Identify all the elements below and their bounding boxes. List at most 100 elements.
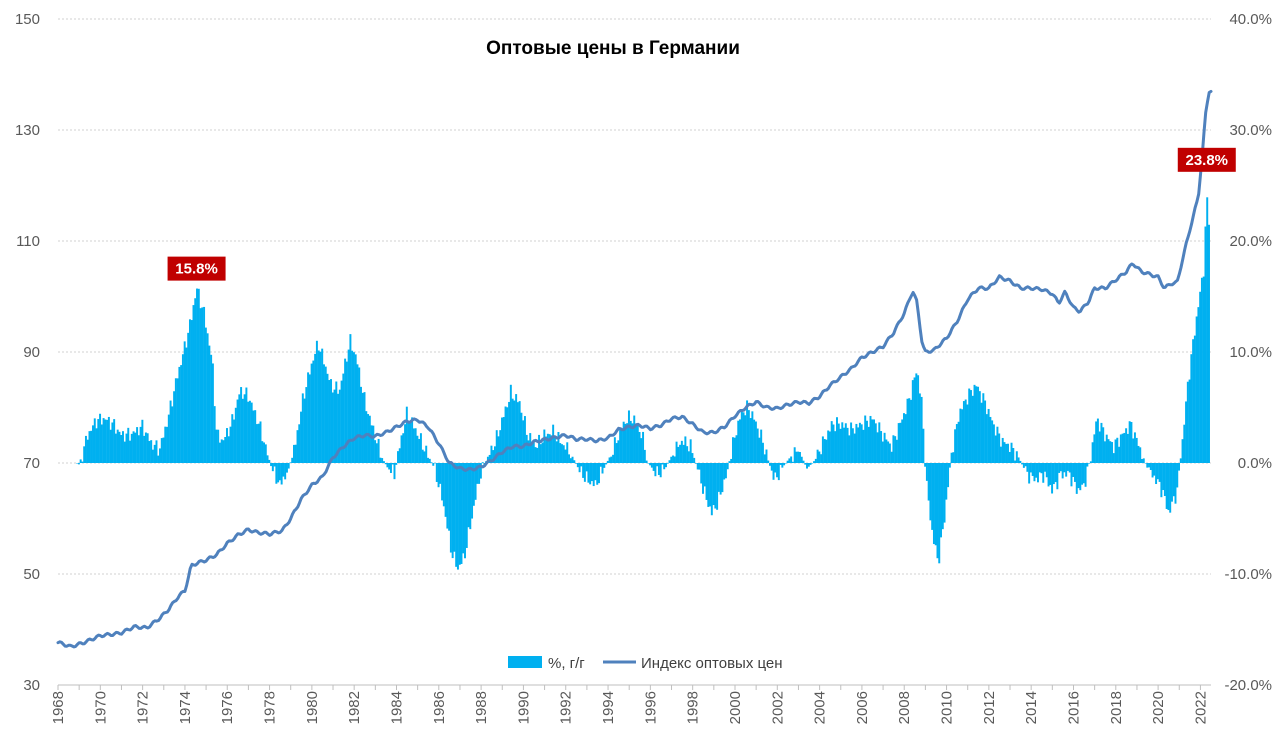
yoy-bar xyxy=(783,463,786,466)
yoy-bar xyxy=(566,442,569,463)
yoy-bar xyxy=(1204,226,1207,463)
yoy-bar xyxy=(559,443,562,463)
yoy-bar xyxy=(895,439,898,463)
yoy-bar xyxy=(1111,442,1114,463)
yoy-bar xyxy=(984,400,987,463)
yoy-bar xyxy=(435,463,438,482)
yoy-bar xyxy=(492,450,495,463)
yoy-bar xyxy=(478,463,481,484)
yoy-bar xyxy=(770,463,773,471)
yoy-bar xyxy=(894,436,897,463)
yoy-bar xyxy=(788,458,791,463)
yoy-bar xyxy=(397,451,399,463)
yoy-bar xyxy=(876,432,879,463)
yoy-bar xyxy=(874,423,877,463)
yoy-bar xyxy=(99,413,102,463)
yoy-bar xyxy=(723,463,726,480)
yoy-bar xyxy=(289,462,292,463)
yoy-bar xyxy=(589,463,592,485)
yoy-bar xyxy=(534,447,537,463)
yoy-bar xyxy=(657,463,660,476)
yoy-bar xyxy=(578,463,581,473)
yoy-bar xyxy=(1181,439,1184,463)
yoy-bar xyxy=(282,463,285,477)
yoy-bar xyxy=(777,463,780,481)
yoy-bar xyxy=(264,444,267,463)
gridlines xyxy=(58,18,1211,575)
yoy-bar xyxy=(215,429,218,463)
yoy-bar xyxy=(878,422,881,463)
yoy-bar xyxy=(790,456,793,463)
yoy-bar xyxy=(233,419,236,463)
yoy-bar xyxy=(509,384,512,463)
yoy-bar xyxy=(686,446,689,463)
yoy-bar xyxy=(843,427,846,463)
yoy-bar xyxy=(710,463,713,516)
yoy-bar xyxy=(389,463,392,473)
yoy-bar xyxy=(160,438,163,463)
yoy-bar xyxy=(294,444,297,463)
yoy-bar xyxy=(583,463,586,482)
yoy-bar xyxy=(947,463,950,488)
yoy-bar xyxy=(971,395,974,463)
yoy-bar xyxy=(911,380,914,463)
yoy-bar xyxy=(624,423,627,463)
yoy-bar xyxy=(444,463,447,517)
yoy-bar xyxy=(800,456,803,463)
yoy-bar xyxy=(479,463,482,479)
legend-bar-label: %, г/г xyxy=(548,655,585,672)
yoy-bar xyxy=(612,454,615,463)
yoy-bar xyxy=(1017,457,1020,463)
yoy-bar xyxy=(784,463,787,464)
yoy-bar xyxy=(571,456,574,463)
yoy-bar xyxy=(940,463,942,538)
yoy-bar xyxy=(1012,447,1015,463)
yoy-bar xyxy=(668,460,671,463)
yoy-bar xyxy=(1098,431,1101,463)
yoy-bar xyxy=(490,445,493,463)
yoy-bar xyxy=(1186,381,1189,463)
yoy-bar xyxy=(760,429,763,463)
yoy-bar xyxy=(241,398,244,463)
yoy-bar xyxy=(312,360,315,463)
yoy-bar xyxy=(139,426,142,463)
yoy-bar xyxy=(640,438,643,463)
yoy-bar xyxy=(1079,463,1082,491)
x-tick-label: 2006 xyxy=(854,691,871,724)
yoy-bar xyxy=(820,454,823,463)
yoy-bar xyxy=(1015,451,1018,463)
yoy-bar xyxy=(130,433,133,463)
yoy-bar xyxy=(719,463,722,495)
yoy-bar xyxy=(1193,335,1196,463)
yoy-bar xyxy=(1165,463,1168,509)
yoy-bar xyxy=(821,436,824,463)
x-tick-label: 1992 xyxy=(558,691,575,724)
yoy-bar xyxy=(331,392,334,463)
yoy-bar xyxy=(423,451,426,463)
yoy-bar xyxy=(384,463,387,465)
yoy-bar xyxy=(210,354,213,463)
yoy-bar xyxy=(196,288,199,463)
yoy-bar xyxy=(851,428,854,463)
yoy-bar xyxy=(453,463,456,552)
yoy-bar xyxy=(1033,463,1036,482)
yoy-bar xyxy=(1153,463,1156,476)
yoy-bar xyxy=(405,406,408,463)
yoy-bar xyxy=(1162,463,1165,491)
yoy-bar xyxy=(370,425,373,463)
yoy-bar xyxy=(418,438,421,463)
yoy-bar xyxy=(712,463,715,506)
yoy-bar xyxy=(419,433,422,463)
yoy-bar xyxy=(680,440,683,463)
yoy-bar xyxy=(873,419,875,463)
left-tick-label: 70 xyxy=(23,455,40,472)
yoy-bar xyxy=(883,432,886,463)
yoy-bar xyxy=(234,407,237,463)
yoy-bar xyxy=(155,440,158,463)
yoy-bar xyxy=(754,421,757,463)
yoy-bar xyxy=(576,463,579,468)
yoy-bar xyxy=(146,433,149,463)
yoy-bar xyxy=(661,463,664,465)
yoy-bar xyxy=(992,424,995,463)
right-tick-label: 0.0% xyxy=(1238,455,1272,472)
